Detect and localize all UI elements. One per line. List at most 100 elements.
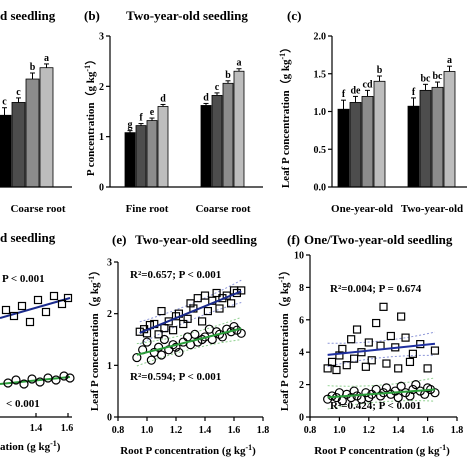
panel-b-significance-letter: g (128, 120, 133, 131)
panel-a-significance-letter: c (2, 97, 7, 108)
panel-d-point-square (49, 291, 59, 301)
panel-c-bar (431, 86, 444, 188)
panel-b-bar (146, 120, 158, 188)
panel-e-y-tick-label: 0 (107, 413, 112, 424)
panel-f-y-tick-label: 0 (299, 413, 304, 424)
panel-e-point-square (215, 304, 224, 313)
panel-e-point-square (183, 314, 192, 323)
panel-e-title: Two-year-old seedling (135, 232, 257, 247)
panel-e-fit-line (136, 327, 242, 356)
panel-c-bar (419, 89, 432, 188)
panel-d-x-tick-label: 1.4 (30, 423, 43, 434)
panel-b-bar (135, 125, 147, 188)
panel-c-significance-letter: bc (433, 71, 444, 82)
panel-b-significance-letter: d (160, 93, 166, 104)
panel-f-x-tick-label: 1.6 (421, 425, 434, 436)
panel-b-significance-letter: f (139, 113, 143, 124)
panel-c-bar (337, 108, 350, 188)
panel-f-point-square (408, 349, 417, 358)
panel-f-point-square (379, 302, 388, 311)
panel-e-point-circle (142, 337, 152, 347)
panel-b-y-tick-label: 2 (99, 82, 104, 93)
panel-c-bar (443, 71, 456, 188)
panel-f-label: (f) (287, 232, 300, 247)
panel-c-label: (c) (287, 8, 301, 23)
panel-e-point-circle (159, 334, 169, 345)
panel-e-point-circle (174, 347, 184, 358)
panel-d-point-circle (19, 379, 29, 389)
panel-e-axes: 0.8 1.0 1.2 1.4 1.6 1.8 0 1 2 3 (107, 258, 269, 437)
panel-c-significance-letter: b (377, 65, 383, 76)
panel-f-fit-line (327, 342, 436, 356)
panel-f-point-square (367, 356, 376, 365)
panel-f-y-axis-label: Leaf P concentration（g kg-1） (277, 265, 291, 411)
panel-b-category-label: Coarse root (195, 203, 250, 215)
panel-e-point-circle (154, 342, 164, 352)
panel-b-bar (211, 94, 223, 188)
panel-c-category-label: Two-year-old (401, 203, 463, 215)
panel-f-point-square (430, 346, 440, 355)
panel-c-bar (361, 96, 374, 188)
panel-f-axes: 0.8 1.0 1.2 1.4 1.6 1.8 0 2 4 6 8 10 (294, 251, 463, 437)
panel-c-y-tick-label: 0.5 (314, 145, 327, 156)
panel-e: (e) Two-year-old seedling Leaf P concent… (87, 232, 269, 457)
panel-f-x-tick-label: 1.8 (451, 425, 464, 436)
panel-f-confidence-band (327, 331, 436, 344)
panel-d-point-circle (35, 377, 45, 387)
panel-b-bar (222, 82, 234, 188)
panel-e-stat-top: R²=0.657; P < 0.001 (130, 269, 221, 281)
panel-c-bar (407, 105, 420, 188)
panel-a-bar (0, 114, 12, 188)
panel-e-x-tick-label: 1.0 (141, 425, 154, 436)
panel-b-bar (200, 105, 212, 188)
panel-d-point-circle (11, 375, 21, 385)
panel-e-point-square (198, 317, 207, 326)
panel-e-point-square (200, 291, 210, 300)
panel-b-bar (124, 132, 136, 188)
panel-b-significance-letter: d (203, 92, 209, 103)
panel-f-y-tick-label: 10 (294, 251, 304, 262)
panel-f-point-circle (381, 383, 392, 393)
panel-f-point-square (364, 338, 373, 347)
panel-d-point-square (57, 299, 67, 309)
panel-b-category-label: Fine root (126, 203, 169, 215)
panel-d-point-square (33, 295, 43, 305)
panel-e-point-square (164, 317, 173, 326)
panel-c-y-tick-label: 2.0 (314, 32, 327, 43)
panel-a: d seedling cc ba Coarse root (0, 8, 72, 215)
panel-d-point-square (1, 305, 11, 315)
panel-a-significance-letter: c (16, 87, 21, 98)
panel-a-category-label: Coarse root (10, 203, 65, 215)
panel-d-title: d seedling (0, 230, 56, 245)
panel-f-point-circle (430, 388, 440, 398)
panel-b-y-tick-label: 3 (99, 32, 104, 43)
panel-f-point-circle (396, 381, 406, 391)
panel-e-point-square (154, 330, 163, 339)
panel-b-label: (b) (84, 8, 100, 23)
panel-e-x-tick-label: 1.6 (228, 425, 241, 436)
panel-c-category-label: One-year-old (331, 203, 393, 215)
panel-b: (b) Two-year-old seedling P concentratio… (83, 8, 263, 215)
panel-d-point-circle (27, 374, 37, 384)
panel-f-confidence-band (327, 377, 436, 387)
panel-b-axes: Fine root Coarse root 0 1 2 3 (99, 32, 263, 215)
panel-e-confidence-band (139, 279, 242, 323)
panel-f-point-square (332, 365, 341, 375)
panel-d: d seedling P < 0.001 < 0.001 1.4 1.6 ati… (0, 230, 75, 453)
panel-b-y-axis-label: P concentration（g kg-1） (83, 54, 97, 176)
panel-f-point-square (350, 354, 359, 363)
panel-d-point-circle (65, 373, 75, 383)
panel-a-bar (11, 102, 26, 188)
panel-e-y-tick-label: 1 (107, 361, 112, 372)
panel-d-x-tick-label: 1.6 (61, 423, 74, 434)
panel-b-significance-letter: a (237, 58, 242, 69)
panel-d-point-square (41, 307, 51, 317)
panel-f-y-tick-label: 6 (299, 315, 304, 326)
panel-a-title: d seedling (0, 8, 56, 23)
panel-e-y-tick-label: 2 (107, 309, 112, 320)
panel-f-points (323, 302, 440, 410)
panel-f-confidence-band (327, 400, 435, 410)
panel-d-stat-top: P < 0.001 (2, 273, 45, 285)
